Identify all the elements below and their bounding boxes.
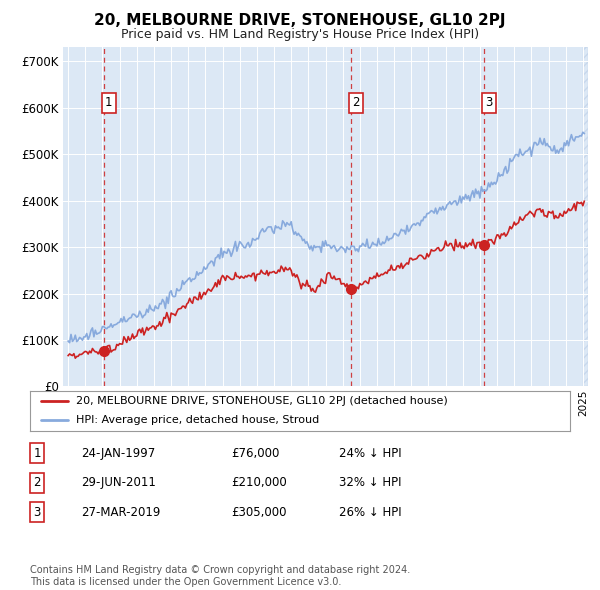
Text: Price paid vs. HM Land Registry's House Price Index (HPI): Price paid vs. HM Land Registry's House … [121, 28, 479, 41]
Text: 1: 1 [34, 447, 41, 460]
Text: 1: 1 [105, 97, 113, 110]
Text: 2: 2 [34, 476, 41, 489]
Text: 2: 2 [352, 97, 360, 110]
Text: 32% ↓ HPI: 32% ↓ HPI [339, 476, 401, 489]
Text: 24-JAN-1997: 24-JAN-1997 [81, 447, 155, 460]
Text: 26% ↓ HPI: 26% ↓ HPI [339, 506, 401, 519]
Text: 20, MELBOURNE DRIVE, STONEHOUSE, GL10 2PJ (detached house): 20, MELBOURNE DRIVE, STONEHOUSE, GL10 2P… [76, 396, 448, 407]
Text: 20, MELBOURNE DRIVE, STONEHOUSE, GL10 2PJ: 20, MELBOURNE DRIVE, STONEHOUSE, GL10 2P… [94, 13, 506, 28]
Text: Contains HM Land Registry data © Crown copyright and database right 2024.
This d: Contains HM Land Registry data © Crown c… [30, 565, 410, 587]
Text: £305,000: £305,000 [231, 506, 287, 519]
Text: £76,000: £76,000 [231, 447, 280, 460]
Text: 3: 3 [34, 506, 41, 519]
Text: 29-JUN-2011: 29-JUN-2011 [81, 476, 156, 489]
Text: 3: 3 [485, 97, 493, 110]
Text: £210,000: £210,000 [231, 476, 287, 489]
Text: 24% ↓ HPI: 24% ↓ HPI [339, 447, 401, 460]
Text: HPI: Average price, detached house, Stroud: HPI: Average price, detached house, Stro… [76, 415, 319, 425]
Text: 27-MAR-2019: 27-MAR-2019 [81, 506, 160, 519]
